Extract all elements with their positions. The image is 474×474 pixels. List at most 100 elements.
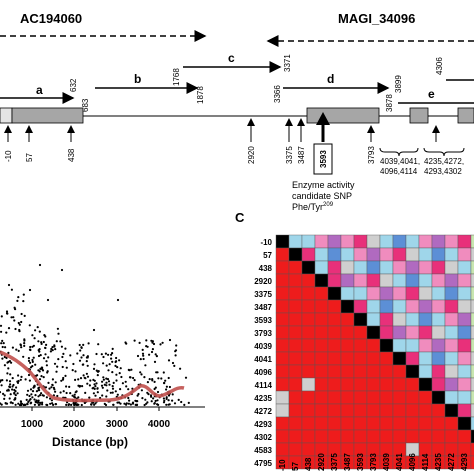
scatter-point: [95, 382, 98, 385]
scatter-point: [61, 378, 65, 381]
scatter-point: [9, 393, 12, 396]
ld-cell: [418, 260, 433, 275]
scatter-point: [156, 371, 159, 374]
scatter-point: [12, 316, 15, 319]
scatter-point: [167, 359, 171, 362]
ld-cell: [327, 351, 342, 366]
scatter-point: [7, 327, 11, 330]
scatter-point: [42, 394, 45, 397]
key-snp-label: 3593: [319, 150, 328, 168]
ld-cell: [457, 338, 472, 353]
scatter-point: [11, 377, 14, 380]
scatter-point: [80, 356, 83, 359]
scatter-point: [167, 403, 170, 406]
scatter-point: [111, 387, 115, 390]
scatter-point: [101, 380, 104, 383]
ld-col-label: 57: [291, 462, 300, 471]
scatter-point: [37, 349, 40, 352]
scatter-point: [28, 324, 31, 327]
scatter-point: [154, 386, 157, 389]
ld-cell: [288, 403, 303, 418]
scatter-point: [66, 401, 69, 404]
scatter-point: [17, 321, 20, 325]
ld-cell: [431, 351, 446, 366]
ld-cell: [444, 299, 459, 314]
ld-cell: [314, 325, 329, 340]
ld-cell: [457, 390, 472, 405]
ld-cell: [392, 286, 407, 301]
scatter-point: [180, 400, 183, 404]
scatter-point: [159, 343, 162, 346]
ld-cell: [379, 351, 394, 366]
scatter-point: [0, 403, 3, 406]
scatter-point: [33, 337, 36, 340]
scatter-point: [119, 388, 122, 391]
ld-cell: [444, 312, 459, 327]
scatter-point: [9, 383, 12, 386]
ld-cell: [288, 416, 303, 431]
scatter-point: [108, 383, 111, 386]
scatter-point: [73, 393, 76, 396]
scatter-point: [40, 341, 43, 344]
x-tick-2000: 2000: [63, 419, 86, 430]
svg-text:e: e: [428, 87, 435, 101]
scatter-point: [13, 398, 16, 401]
scatter-point: [12, 383, 15, 387]
clone-right-label: MAGI_34096: [338, 11, 415, 26]
scatter-point: [1, 339, 4, 342]
scatter-point: [1, 345, 4, 349]
scatter-point: [54, 348, 57, 351]
scatter-point: [141, 348, 144, 351]
scatter-point: [123, 402, 126, 405]
exon-3: [409, 107, 429, 124]
amplicon-a: a 632: [0, 78, 78, 104]
scatter-point: [131, 401, 135, 404]
scatter-point: [171, 361, 175, 365]
scatter-point: [85, 372, 88, 375]
ld-col-label: 2920: [317, 453, 326, 471]
scatter-point: [8, 386, 12, 389]
ld-cell: [366, 234, 381, 249]
scatter-point: [106, 389, 109, 392]
scatter-point: [175, 344, 178, 347]
ld-cell: [470, 299, 474, 314]
scatter-point: [4, 346, 7, 349]
ld-cell: [314, 286, 329, 301]
scatter-point: [15, 348, 18, 351]
scatter-point: [140, 373, 143, 376]
scatter-point: [84, 377, 87, 380]
scatter-point: [76, 352, 79, 355]
scatter-point: [10, 316, 13, 319]
scatter-point: [165, 396, 168, 399]
ld-cell: [314, 299, 329, 314]
ld-cell: [418, 429, 433, 444]
ld-cell: [340, 429, 355, 444]
ld-cell: [431, 299, 446, 314]
scatter-point: [41, 368, 44, 371]
scatter-point: [40, 375, 43, 378]
scatter-point: [140, 389, 143, 392]
ld-cell: [392, 325, 407, 340]
ld-cell: [418, 351, 433, 366]
scatter-point: [74, 378, 77, 381]
scatter-point: [54, 381, 57, 384]
scatter-point: [44, 386, 48, 389]
scatter-point: [17, 379, 20, 383]
scatter-point: [73, 395, 76, 398]
scatter-point: [0, 324, 3, 327]
ld-cell: [314, 377, 329, 392]
ld-cell: [418, 364, 433, 379]
scatter-point: [152, 342, 156, 346]
ld-cell: [301, 312, 316, 327]
scatter-point: [45, 364, 49, 367]
scatter-point: [31, 396, 34, 399]
scatter-point: [0, 330, 3, 333]
exon-2: [306, 107, 380, 124]
scatter-point: [92, 378, 95, 381]
ld-cell: [340, 312, 355, 327]
ld-cell: [353, 234, 368, 249]
ld-cell: [457, 429, 472, 444]
ld-cell: [340, 351, 355, 366]
scatter-point: [165, 388, 168, 391]
scatter-point: [153, 360, 157, 363]
